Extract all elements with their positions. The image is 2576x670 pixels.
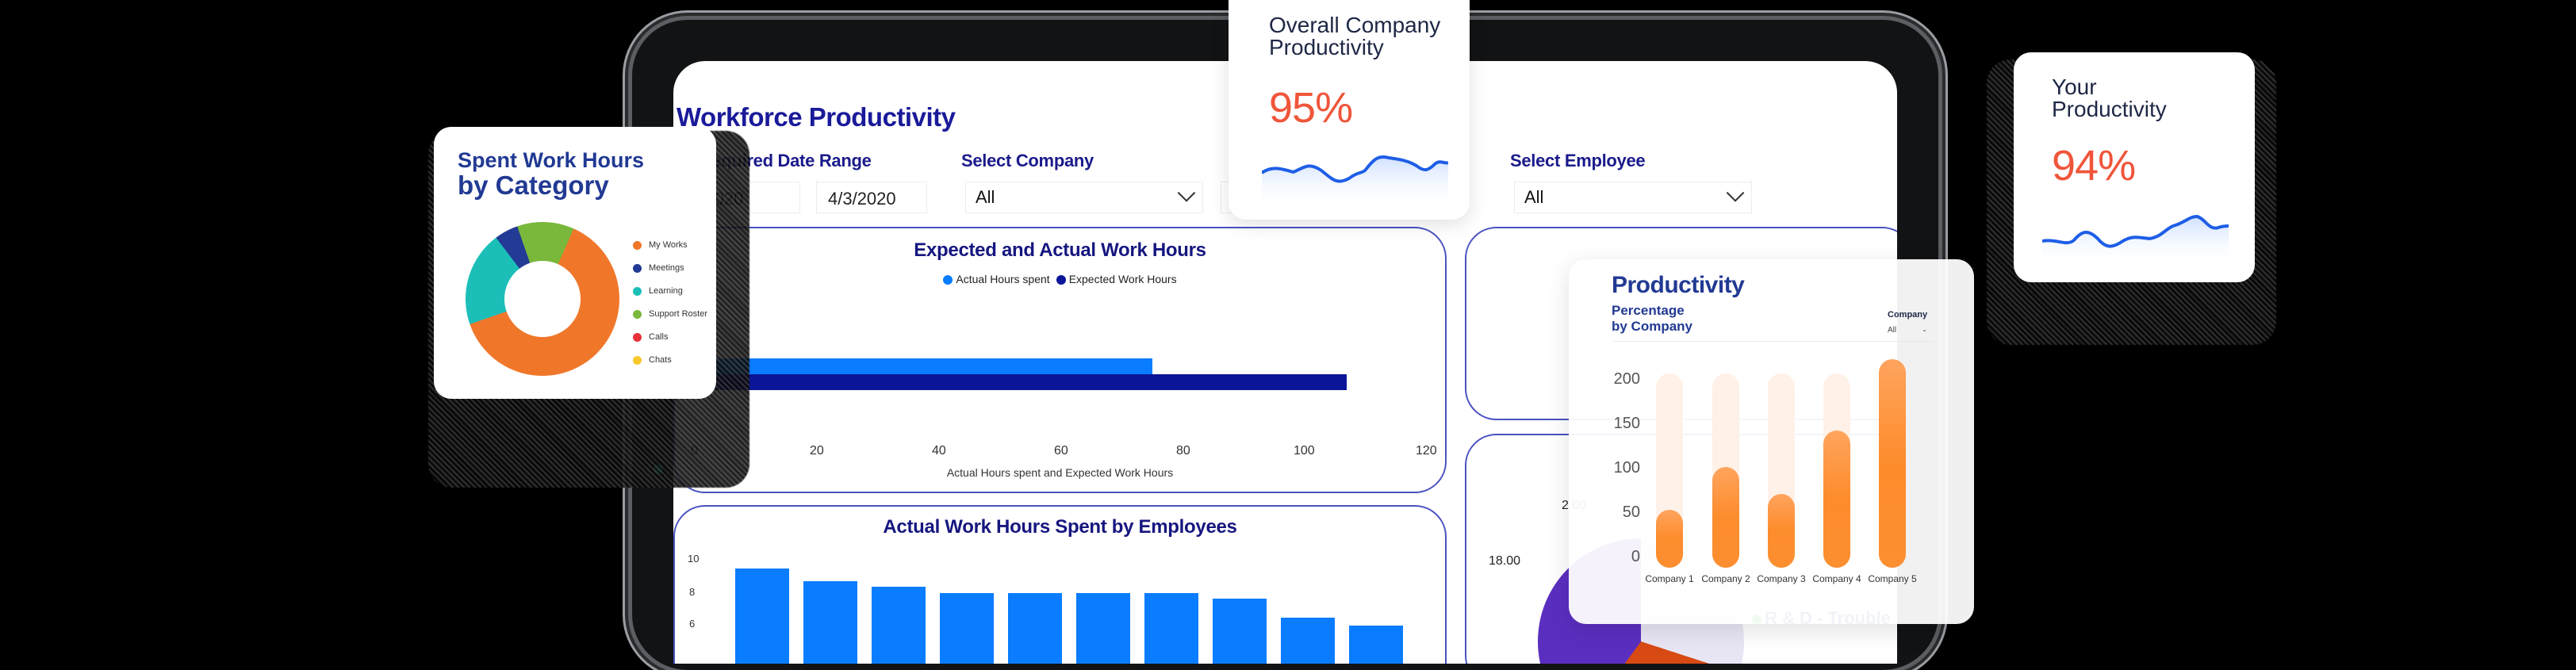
employees-panel: Actual Work Hours Spent by Employees 10 … (673, 505, 1447, 664)
company-filter-value: All (1888, 326, 1897, 335)
dot-icon (633, 263, 642, 273)
card-title: Your Productivity (2052, 75, 2167, 121)
your-productivity-card: Your Productivity 94% (2014, 52, 2255, 282)
y-tick: 10 (688, 553, 700, 565)
employee-select[interactable]: All (1514, 182, 1752, 213)
tablet-speaker (765, 13, 836, 20)
legend-item: My Works (633, 240, 707, 250)
employee-select-value: All (1524, 187, 1544, 207)
employee-bar[interactable] (803, 581, 857, 664)
expected-actual-panel: Expected and Actual Work Hours Actual Ho… (673, 227, 1447, 493)
chevron-down-icon (1177, 184, 1196, 202)
divider (1613, 341, 1934, 342)
overall-productivity-card: Overall Company Productivity 95% (1229, 0, 1470, 220)
company-filter-select[interactable]: All ⌄ (1888, 326, 1927, 335)
donut-hole (504, 261, 581, 337)
dot-icon (633, 286, 642, 296)
employee-bar[interactable] (872, 587, 926, 664)
employee-bar[interactable] (1008, 593, 1062, 664)
x-tick: Company 4 (1812, 573, 1861, 584)
page-title: Workforce Productivity (677, 102, 956, 132)
employee-bar[interactable] (1349, 626, 1403, 664)
card-title: by Category (458, 170, 609, 200)
productivity-by-company-card: Productivity Percentage by Company Compa… (1569, 259, 1974, 624)
x-tick: 80 (1176, 444, 1190, 458)
legend-item: Meetings (633, 263, 707, 273)
employee-bar[interactable] (1076, 593, 1130, 664)
employee-bar[interactable] (940, 593, 994, 664)
chart-legend: Actual Hours spent Expected Work Hours (675, 273, 1445, 285)
company-bar[interactable] (1656, 510, 1683, 568)
x-tick: 120 (1416, 444, 1437, 458)
chart-title: Expected and Actual Work Hours (914, 239, 1206, 261)
sparkline-chart (1262, 155, 1448, 210)
employee-bar[interactable] (1144, 593, 1198, 664)
category-donut[interactable] (466, 222, 619, 376)
x-tick: 100 (1294, 444, 1315, 458)
y-axis: 200 150 100 50 0 (1613, 370, 1640, 565)
sparkline-chart (2042, 215, 2229, 266)
kpi-value: 94% (2052, 142, 2136, 190)
x-tick: Company 1 (1645, 573, 1694, 584)
spent-hours-card: Spent Work Hours by Category My Works Me… (434, 127, 716, 399)
dot-icon (633, 240, 642, 250)
chevron-down-icon (1726, 184, 1745, 202)
x-tick: Company 5 (1868, 573, 1917, 584)
x-tick: Company 2 (1701, 573, 1750, 584)
legend-item: Calls (633, 332, 707, 342)
company-select[interactable]: All (965, 182, 1203, 213)
actual-hours-bar[interactable] (692, 358, 1152, 374)
donut-label: 18.00 (1489, 554, 1521, 568)
employee-bar[interactable] (735, 569, 789, 664)
chart-title: Actual Work Hours Spent by Employees (883, 516, 1237, 538)
company-bar[interactable] (1712, 467, 1739, 568)
company-select-value: All (976, 187, 995, 207)
card-subtitle: Percentage by Company (1612, 303, 1693, 335)
company-filter-label: Company (1888, 310, 1928, 320)
company-bar[interactable] (1879, 359, 1906, 568)
company-filter-label: Select Company (961, 151, 1094, 170)
x-tick: 20 (810, 444, 824, 458)
dot-icon (633, 355, 642, 365)
company-bar[interactable] (1823, 431, 1850, 568)
employee-bar[interactable] (1213, 599, 1267, 664)
x-tick: 60 (1054, 444, 1068, 458)
company-bar[interactable] (1768, 494, 1795, 568)
legend-item: Support Roster (633, 309, 707, 319)
y-tick: 6 (689, 618, 696, 630)
x-tick: Company 3 (1757, 573, 1806, 584)
card-title: Productivity (1612, 272, 1745, 298)
date-end-input[interactable]: 4/3/2020 (816, 182, 927, 213)
card-title: Spent Work Hours (458, 148, 645, 172)
legend-expected: Expected Work Hours (1056, 273, 1177, 285)
employee-filter-label: Select Employee (1510, 151, 1646, 170)
expected-hours-bar[interactable] (692, 374, 1347, 390)
kpi-value: 95% (1269, 84, 1353, 132)
dot-icon (943, 275, 953, 285)
employee-bar[interactable] (1281, 618, 1335, 664)
donut-legend: My Works Meetings Learning Support Roste… (633, 240, 707, 378)
chevron-down-icon: ⌄ (1922, 326, 1927, 333)
legend-actual: Actual Hours spent (943, 273, 1050, 285)
dot-icon (633, 332, 642, 342)
legend-item: Learning (633, 286, 707, 296)
card-title: Overall Company Productivity (1269, 13, 1441, 59)
dot-icon (633, 309, 642, 319)
legend-item: Chats (633, 355, 707, 365)
x-tick: 40 (932, 444, 946, 458)
y-tick: 8 (689, 586, 696, 598)
x-axis-label: Actual Hours spent and Expected Work Hou… (946, 466, 1174, 479)
dot-icon (1056, 275, 1066, 285)
